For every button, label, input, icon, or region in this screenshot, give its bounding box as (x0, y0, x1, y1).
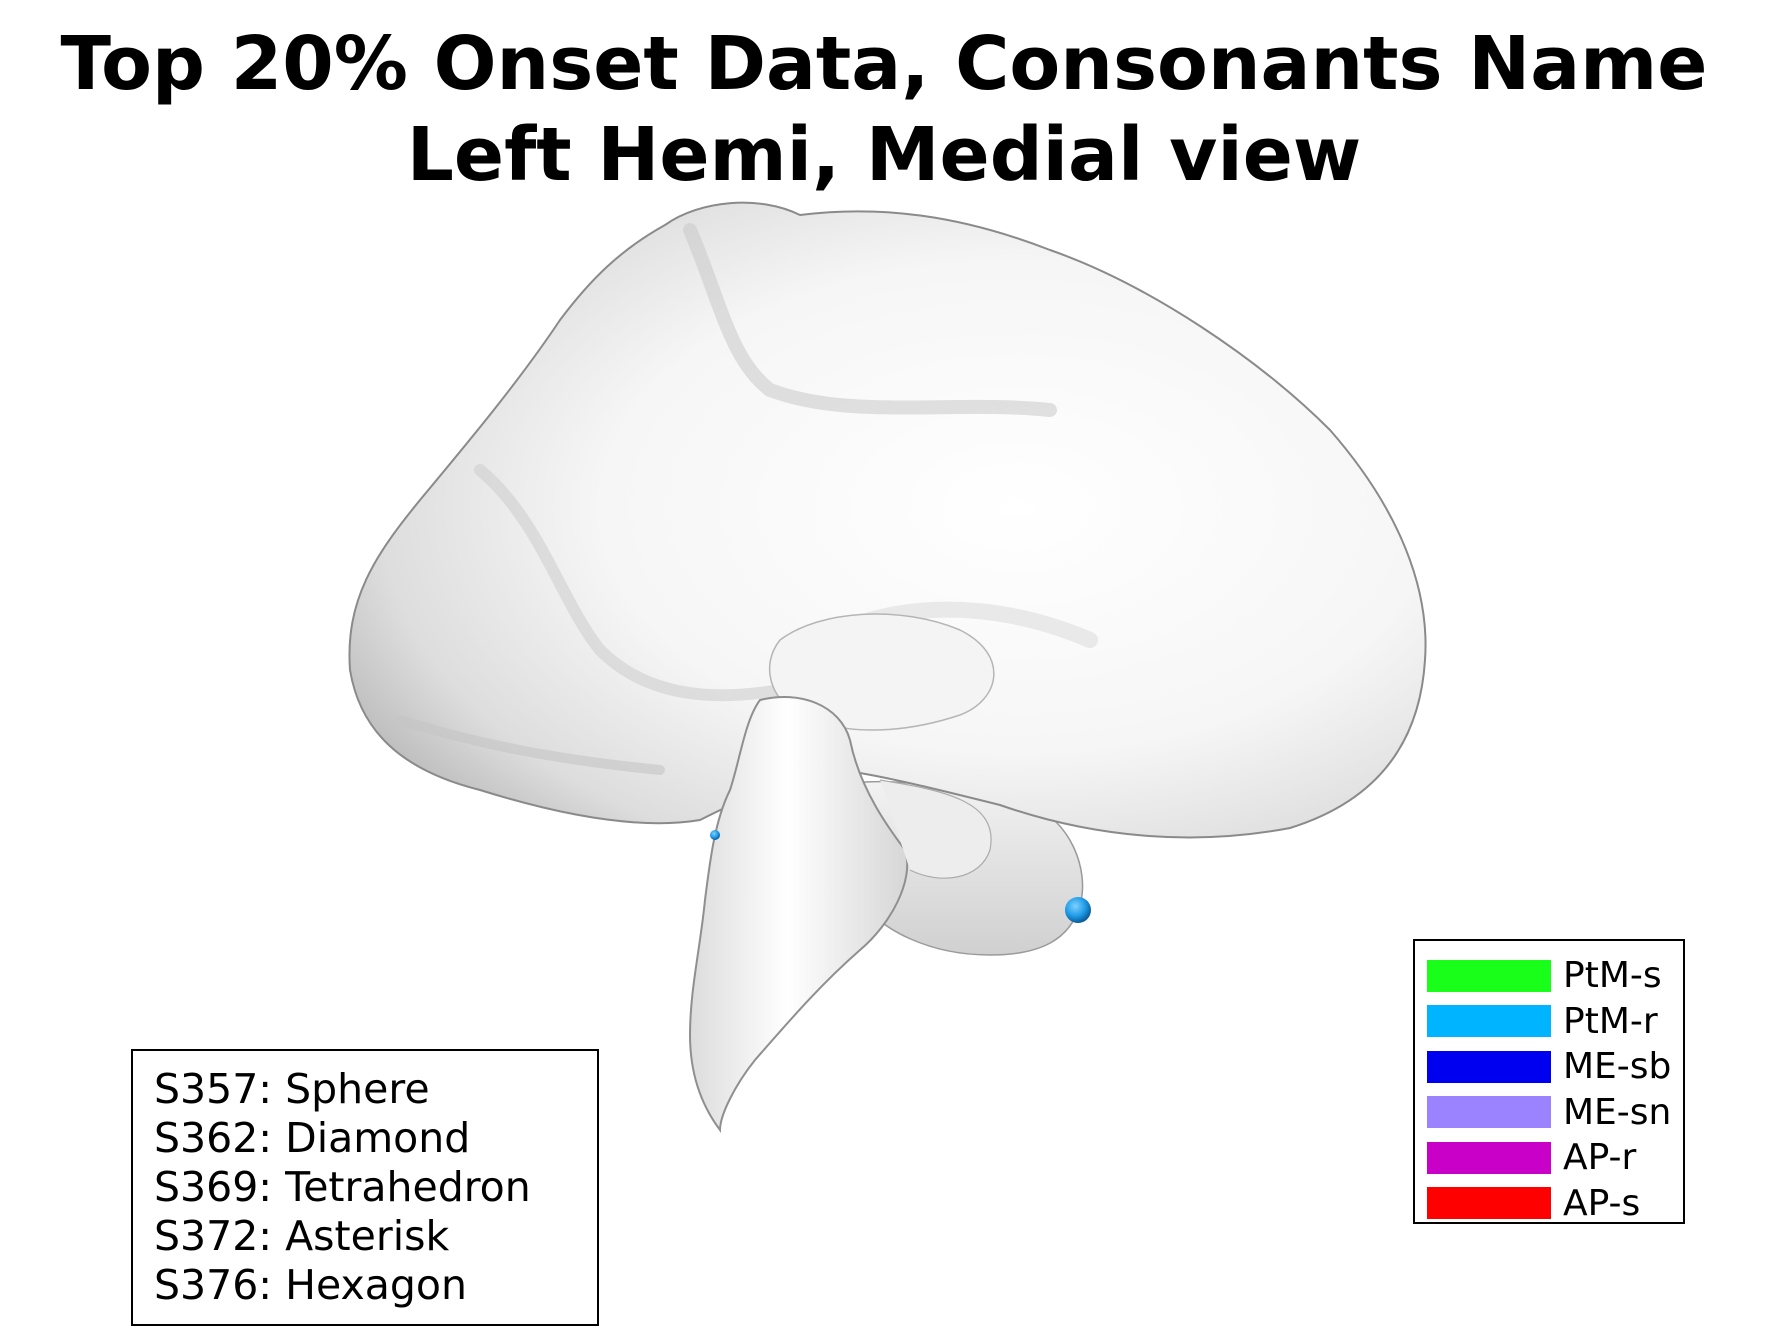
region-legend-entry: ME-sn (1427, 1090, 1683, 1136)
region-label: AP-s (1563, 1182, 1641, 1224)
subject-legend-entry: S372: Asterisk (154, 1212, 450, 1260)
region-swatch (1427, 1187, 1551, 1220)
region-legend-entry: AP-r (1427, 1135, 1683, 1181)
region-label: ME-sn (1563, 1091, 1672, 1133)
region-label: PtM-r (1563, 1000, 1658, 1042)
marker-sphere-ptm-r-1 (1065, 897, 1091, 923)
subject-legend-entry: S362: Diamond (154, 1114, 471, 1162)
subject-legend-entry: S369: Tetrahedron (154, 1163, 531, 1211)
region-label: ME-sb (1563, 1046, 1672, 1088)
brainstem (688, 695, 909, 1133)
region-legend: PtM-s PtM-r ME-sb ME-sn AP-r AP-s (1413, 939, 1685, 1224)
region-legend-entry: PtM-s (1427, 953, 1683, 999)
region-legend-entry: AP-s (1427, 1181, 1683, 1227)
region-swatch (1427, 1005, 1551, 1038)
region-swatch (1427, 1050, 1551, 1083)
cortex-medial-surface (348, 201, 1427, 839)
figure-title-line-2: Left Hemi, Medial view (406, 112, 1362, 198)
region-swatch (1427, 1096, 1551, 1129)
region-legend-entry: ME-sb (1427, 1044, 1683, 1090)
subject-legend-entry: S376: Hexagon (154, 1261, 467, 1309)
region-label: AP-r (1563, 1137, 1637, 1179)
subject-legend: S357: Sphere S362: Diamond S369: Tetrahe… (131, 1049, 599, 1326)
region-label: PtM-s (1563, 955, 1662, 997)
region-swatch (1427, 1141, 1551, 1174)
region-legend-entry: PtM-r (1427, 999, 1683, 1045)
marker-sphere-ptm-r-2 (710, 830, 720, 840)
subject-legend-entry: S357: Sphere (154, 1065, 430, 1113)
region-swatch (1427, 959, 1551, 992)
figure-title-line-1: Top 20% Onset Data, Consonants Name (60, 21, 1708, 107)
